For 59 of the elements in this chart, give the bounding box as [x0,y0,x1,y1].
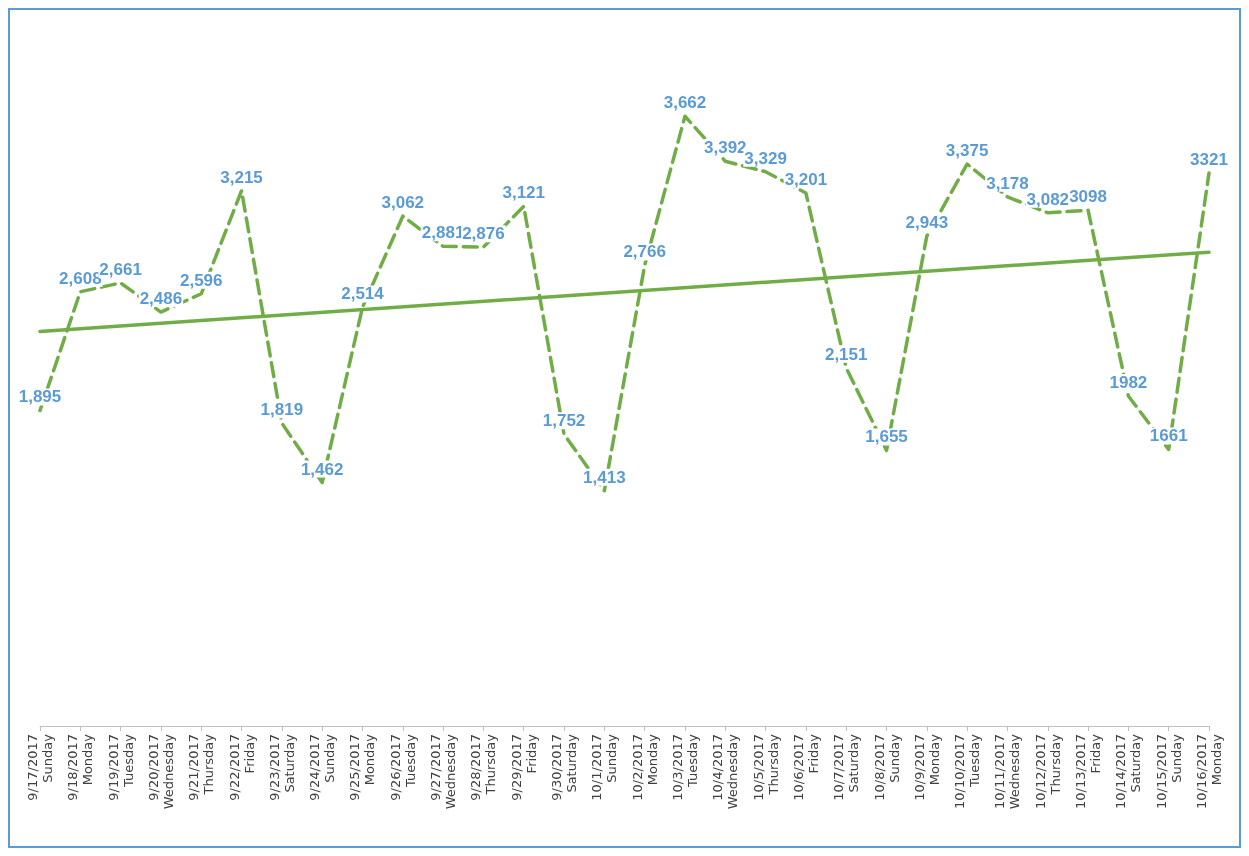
x-tick-label: 9/23/2017 Saturday [266,733,297,801]
x-tick-label: 9/29/2017 Friday [508,733,539,801]
data-label: 3,375 [945,141,989,161]
data-label: 3,329 [744,148,787,168]
data-label: 1,462 [300,459,344,479]
x-tick-label: 10/13/2017 Friday [1073,733,1104,809]
data-label: 2,766 [623,242,666,262]
x-tick-label: 9/26/2017 Tuesday [387,733,418,801]
data-label: 3,178 [986,173,1029,193]
data-label: 3,062 [381,193,425,213]
data-label: 3098 [1069,187,1107,207]
data-label: 1982 [1109,373,1148,392]
x-tick-label: 9/21/2017 Thursday [186,733,217,801]
x-tick-label: 10/6/2017 Friday [790,733,821,801]
x-tick-label: 10/1/2017 Sunday [589,733,620,801]
data-label: 1,895 [18,387,62,407]
data-label: 3,121 [502,183,545,203]
x-tick-label: 10/14/2017 Saturday [1113,733,1144,809]
x-tick-label: 10/4/2017 Wednesday [710,733,741,810]
data-label: 2,151 [824,344,868,364]
x-tick-label: 10/15/2017 Sunday [1153,733,1184,809]
data-label: 1,413 [583,467,626,487]
x-tick-label: 10/11/2017 Wednesday [992,733,1023,810]
x-tick-label: 9/17/2017 Sunday [25,733,55,801]
x-tick-label: 10/5/2017 Thursday [750,733,781,801]
data-label: 2,876 [462,224,505,244]
data-label: 1,752 [542,411,586,431]
x-tick-label: 10/8/2017 Sunday [871,733,902,801]
data-label: 2,943 [905,212,949,232]
data-label: 2,608 [59,268,102,288]
x-tick-label: 9/20/2017 Wednesday [145,733,176,810]
data-label: 1,819 [260,400,304,420]
data-label: 1661 [1149,426,1188,446]
x-tick-label: 9/27/2017 Wednesday [428,733,459,810]
x-tick-label: 9/30/2017 Saturday [549,733,580,801]
data-label: 3,215 [220,167,263,187]
x-tick-label: 9/18/2017 Monday [65,733,96,801]
data-label: 3,392 [704,138,747,158]
data-label: 2,514 [341,284,385,304]
data-label: 3,082 [1026,189,1070,209]
data-label: 2,661 [99,259,142,279]
data-label: 3,662 [663,93,707,113]
data-label: 1,655 [865,427,908,447]
x-tick-label: 10/12/2017 Thursday [1032,733,1063,809]
x-tick-label: 9/24/2017 Sunday [307,733,338,801]
x-tick-label: 10/7/2017 Saturday [831,733,862,801]
x-tick-label: 9/19/2017 Tuesday [105,733,136,801]
x-tick-label: 9/22/2017 Friday [226,733,257,801]
data-label: 2,486 [139,289,183,309]
x-tick-label: 10/16/2017 Monday [1194,733,1224,809]
x-tick-label: 10/3/2017 Tuesday [669,733,700,801]
data-label: 2,596 [179,270,223,290]
x-tick-label: 10/10/2017 Tuesday [952,733,983,809]
data-label: 3321 [1190,150,1228,170]
x-tick-label: 9/25/2017 Monday [347,733,378,801]
x-tick-label: 10/9/2017 Monday [911,733,942,801]
x-tick-label: 10/2/2017 Monday [629,733,660,801]
data-label: 3,201 [784,170,828,190]
x-tick-label: 9/28/2017 Thursday [468,733,499,801]
